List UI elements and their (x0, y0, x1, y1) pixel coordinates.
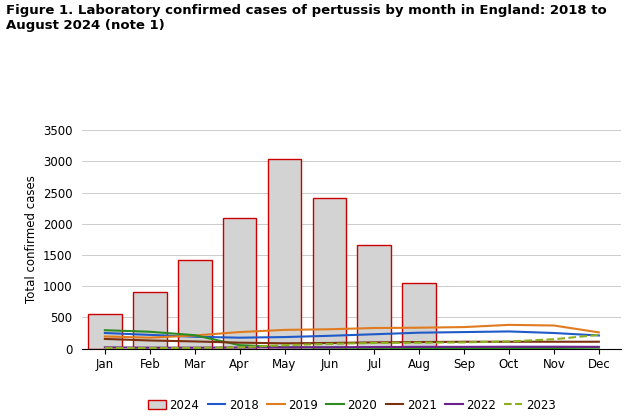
2023 (191, 345, 198, 350)
2020 (191, 333, 198, 338)
Bar (88, 314, 122, 349)
2018 (370, 332, 378, 337)
2023 (146, 346, 153, 351)
2018 (505, 329, 513, 334)
2022 (460, 344, 468, 349)
2021 (505, 339, 513, 344)
2020 (370, 345, 378, 350)
2019 (146, 335, 153, 340)
2019 (460, 325, 468, 330)
2018 (191, 334, 198, 339)
2021 (191, 339, 198, 344)
2023 (415, 340, 423, 345)
2018 (460, 330, 468, 335)
2023 (281, 343, 288, 348)
2020 (101, 328, 108, 333)
Line: 2022: 2022 (105, 347, 599, 348)
2018 (326, 333, 333, 339)
2019 (101, 334, 108, 339)
2019 (281, 327, 288, 332)
2023 (595, 332, 603, 337)
2020 (146, 329, 153, 334)
2023 (326, 341, 333, 346)
2021 (326, 341, 333, 346)
2022 (146, 345, 153, 350)
2018 (550, 331, 558, 336)
2019 (415, 325, 423, 330)
2021 (281, 341, 288, 346)
Bar (178, 260, 212, 349)
Line: 2018: 2018 (105, 331, 599, 338)
Y-axis label: Total confirmed cases: Total confirmed cases (25, 176, 37, 303)
2022 (550, 344, 558, 349)
2018 (415, 330, 423, 335)
2022 (505, 344, 513, 349)
Bar (313, 197, 346, 349)
2019 (505, 323, 513, 328)
2020 (236, 343, 243, 348)
2018 (101, 331, 108, 336)
Line: 2019: 2019 (105, 325, 599, 338)
2019 (550, 323, 558, 328)
Line: 2021: 2021 (105, 339, 599, 343)
2021 (550, 339, 558, 344)
2022 (191, 345, 198, 350)
Bar (268, 159, 301, 349)
2018 (236, 335, 243, 340)
2020 (595, 345, 603, 350)
2022 (236, 345, 243, 350)
2022 (101, 345, 108, 350)
2021 (415, 339, 423, 344)
Line: 2023: 2023 (105, 335, 599, 348)
2020 (415, 346, 423, 351)
2018 (146, 332, 153, 337)
2023 (505, 339, 513, 344)
2022 (281, 345, 288, 350)
Text: Figure 1. Laboratory confirmed cases of pertussis by month in England: 2018 to
A: Figure 1. Laboratory confirmed cases of … (6, 4, 607, 32)
2023 (550, 337, 558, 342)
2019 (595, 330, 603, 335)
Bar (358, 245, 391, 349)
2020 (505, 346, 513, 351)
Line: 2020: 2020 (105, 330, 599, 348)
2021 (101, 336, 108, 341)
2022 (595, 344, 603, 349)
2023 (460, 340, 468, 345)
2018 (281, 335, 288, 340)
Legend: 2024, 2018, 2019, 2020, 2021, 2022, 2023: 2024, 2018, 2019, 2020, 2021, 2022, 2023 (144, 394, 560, 416)
2021 (370, 340, 378, 345)
Bar (133, 292, 167, 349)
2021 (595, 339, 603, 344)
2019 (326, 327, 333, 332)
2020 (326, 345, 333, 350)
2023 (101, 346, 108, 351)
2020 (460, 346, 468, 351)
2019 (191, 333, 198, 338)
Bar (403, 284, 436, 349)
2018 (595, 333, 603, 338)
2021 (146, 338, 153, 343)
2022 (326, 345, 333, 350)
2021 (460, 339, 468, 344)
2022 (370, 344, 378, 349)
2019 (370, 326, 378, 331)
2023 (236, 345, 243, 350)
2022 (415, 344, 423, 349)
2023 (370, 341, 378, 346)
2021 (236, 340, 243, 345)
Bar (223, 218, 256, 349)
2020 (550, 346, 558, 351)
2019 (236, 330, 243, 335)
2020 (281, 345, 288, 350)
